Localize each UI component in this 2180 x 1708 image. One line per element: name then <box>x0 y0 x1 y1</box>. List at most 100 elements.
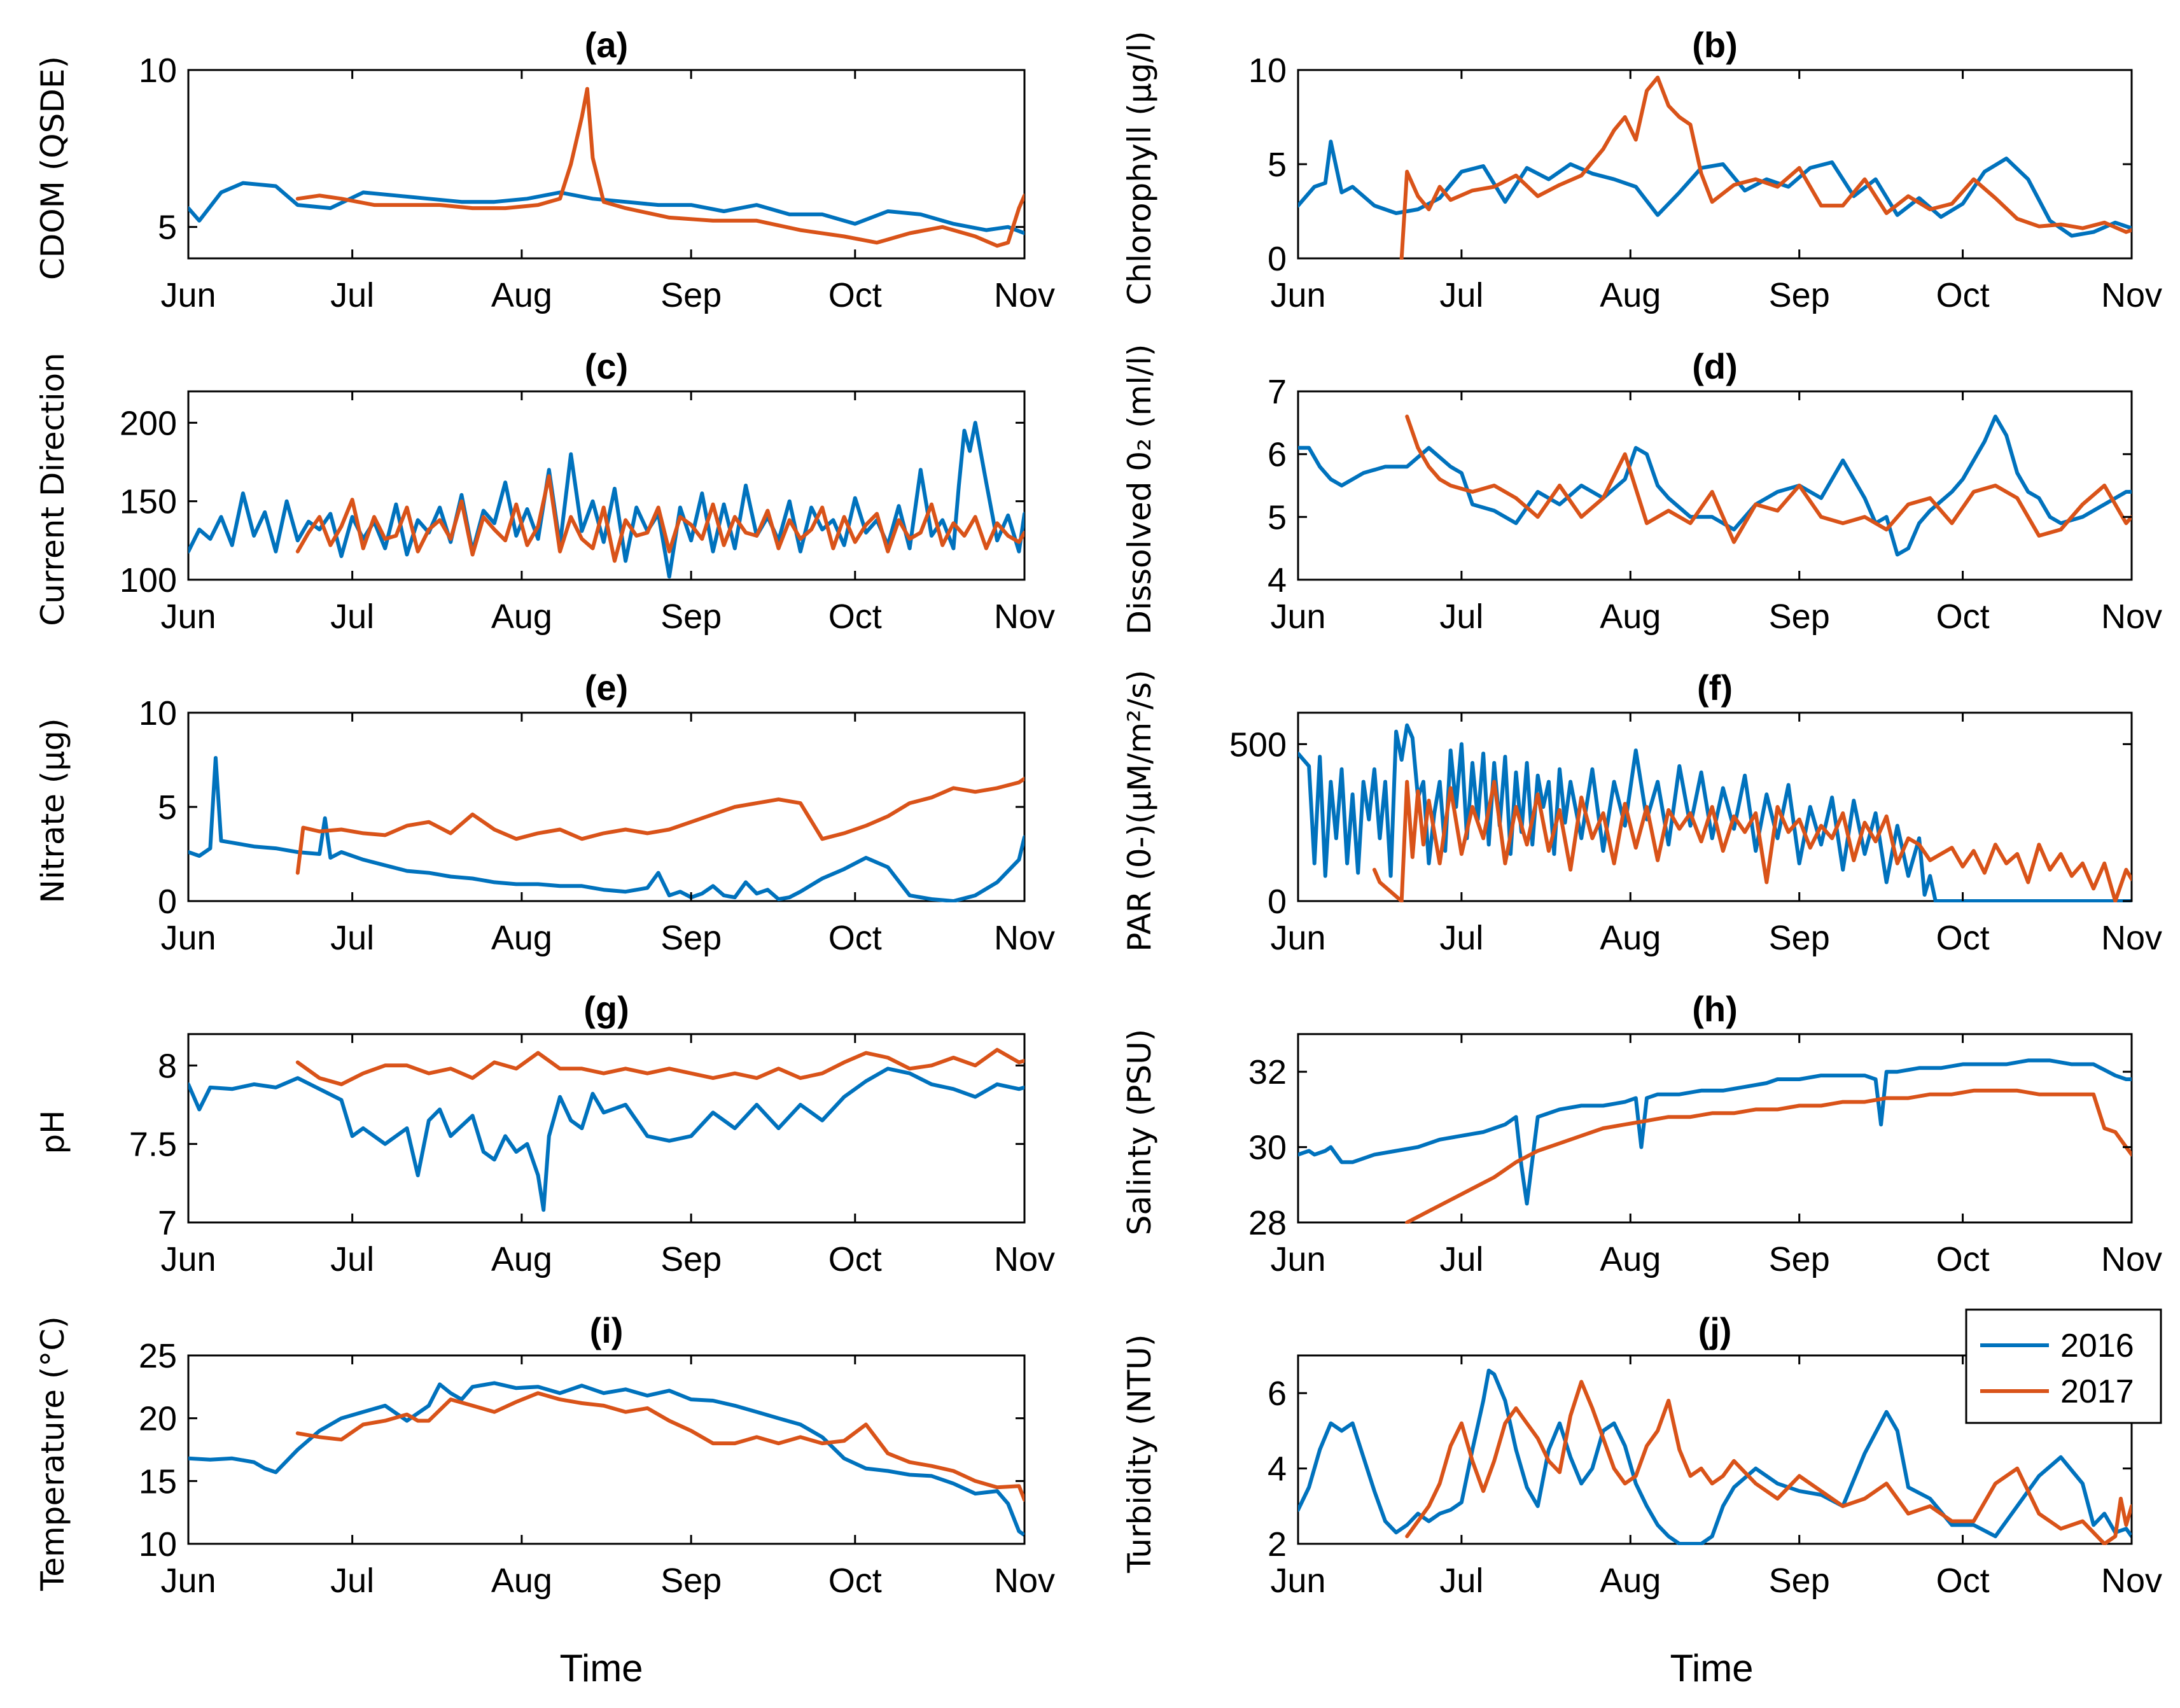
panel-f-series-2017 <box>1372 780 2132 902</box>
panel-d-axes-frame <box>1297 390 2133 581</box>
panel-f-series-2016 <box>1298 723 2132 902</box>
panel-j-xtick-label: Jul <box>1439 1562 1483 1600</box>
panel-h-xtick-label: Nov <box>2101 1240 2162 1278</box>
panel-c-ytick-label: 100 <box>120 561 177 599</box>
panel-a: 5 10 Jun Jul Aug Sep Oct Nov (a) CDOM (QSDE) <box>34 25 1055 314</box>
panel-g-ytick-label: 7.5 <box>129 1126 177 1164</box>
panel-f-xtick-label: Nov <box>2101 919 2162 957</box>
panel-j-title: (j) <box>1698 1310 1732 1350</box>
panel-d-ytick-label: 6 <box>1268 436 1287 474</box>
panel-c-xtick-label: Jun <box>160 598 216 636</box>
panel-c-xtick-label: Aug <box>491 598 552 636</box>
panel-i-xtick-label: Aug <box>491 1562 552 1600</box>
panel-f-xtick-label: Sep <box>1769 919 1830 957</box>
panel-h-xtick-label: Jul <box>1439 1240 1483 1278</box>
panel-h-xtick-label: Sep <box>1769 1240 1830 1278</box>
panel-e-ylabel: Nitrate (µg) <box>34 718 71 904</box>
panel-c-xtick-label: Nov <box>994 598 1055 636</box>
panel-a-axes-frame <box>187 69 1026 260</box>
panel-c-title: (c) <box>585 346 628 386</box>
panel-d-ytick-label: 4 <box>1268 561 1287 599</box>
panel-a-ytick-label: 5 <box>158 209 177 247</box>
panel-i-xtick-label: Sep <box>660 1562 722 1600</box>
panel-d-xtick-label: Jul <box>1439 598 1483 636</box>
panel-b-xtick-label: Jun <box>1270 276 1325 314</box>
panel-f-xtick-label: Jul <box>1439 919 1483 957</box>
panel-j-ytick-label: 6 <box>1268 1375 1287 1413</box>
panel-f-title: (f) <box>1697 668 1733 708</box>
panel-e-xtick-label: Jun <box>160 919 216 957</box>
panel-e-xtick-label: Sep <box>660 919 722 957</box>
panel-a-ylabel: CDOM (QSDE) <box>34 56 71 280</box>
panel-e-xtick-label: Oct <box>828 919 882 957</box>
panel-b-ylabel: Chlorophyll (µg/l) <box>1121 31 1158 305</box>
panel-b-ytick-label: 5 <box>1268 146 1287 184</box>
panel-i-xtick-label: Jul <box>330 1562 374 1600</box>
panel-a-series-2017 <box>295 87 1024 248</box>
panel-c: 100 150 200 Jun Jul Aug Sep Oct Nov (c) Current Di… <box>34 346 1055 636</box>
panel-a-series-2016 <box>188 181 1024 235</box>
panel-g-axes-frame <box>187 1033 1026 1224</box>
panel-h-xtick-label: Oct <box>1936 1240 1990 1278</box>
panel-e-series-2016 <box>188 756 1024 902</box>
panel-h-series-2017 <box>1405 1088 2132 1224</box>
panel-g-xtick-label: Jul <box>330 1240 374 1278</box>
panel-h-ytick-label: 28 <box>1248 1204 1287 1242</box>
panel-i-xtick-label: Oct <box>828 1562 882 1600</box>
panel-b-title: (b) <box>1692 25 1738 65</box>
panel-a-xtick-label: Jun <box>160 276 216 314</box>
panel-g-series-2016 <box>188 1067 1024 1212</box>
panel-g-ylabel: pH <box>34 1110 71 1154</box>
panel-c-xtick-label: Jul <box>330 598 374 636</box>
panel-a-xtick-label: Oct <box>828 276 882 314</box>
panel-i-title: (i) <box>590 1310 624 1350</box>
panel-b-series-2016 <box>1298 139 2132 238</box>
panel-g-title: (g) <box>583 989 629 1029</box>
panel-e-ytick-label: 0 <box>158 883 177 921</box>
panel-i-ytick-label: 15 <box>139 1462 177 1501</box>
panel-b-xtick-label: Aug <box>1600 276 1661 314</box>
panel-e: 0 5 10 Jun Jul Aug Sep Oct Nov (e) Nitrate (µg) <box>34 668 1055 957</box>
panel-g: 7 7.5 8 Jun Jul Aug Sep Oct Nov (g) pH <box>34 989 1055 1278</box>
panel-h-xtick-label: Jun <box>1270 1240 1325 1278</box>
panel-b-series-2017 <box>1399 75 2132 260</box>
panel-i-xtick-label: Jun <box>160 1562 216 1600</box>
panel-g-ytick-label: 7 <box>158 1204 177 1242</box>
panel-j-ylabel: Turbidity (NTU) <box>1121 1334 1158 1573</box>
panel-c-axes-frame <box>187 390 1026 581</box>
panel-c-xtick-label: Sep <box>660 598 722 636</box>
panel-g-xtick-label: Aug <box>491 1240 552 1278</box>
panel-j-xtick-label: Sep <box>1769 1562 1830 1600</box>
panel-a-xtick-label: Jul <box>330 276 374 314</box>
panel-d-ytick-label: 7 <box>1268 373 1287 411</box>
panel-d-xtick-label: Sep <box>1769 598 1830 636</box>
panel-e-xtick-label: Aug <box>491 919 552 957</box>
panel-d-ytick-label: 5 <box>1268 498 1287 536</box>
panel-h: 28 30 32 Jun Jul Aug Sep Oct Nov (h) Salinty (PSU) <box>1121 989 2162 1278</box>
x-axis-label-left: Time <box>559 1647 643 1690</box>
panel-b-xtick-label: Sep <box>1769 276 1830 314</box>
panel-a-title: (a) <box>585 25 628 65</box>
panel-b: 0 5 10 Jun Jul Aug Sep Oct Nov (b) Chlorophyll (µg… <box>1121 25 2162 314</box>
panel-b-ytick-label: 0 <box>1268 240 1287 278</box>
panel-j-ytick-label: 2 <box>1268 1525 1287 1564</box>
panel-i-ylabel: Temperature (°C) <box>34 1316 71 1592</box>
panel-d-xtick-label: Aug <box>1600 598 1661 636</box>
panel-i-series-2016 <box>188 1381 1024 1537</box>
panel-f-axes-frame <box>1297 711 2133 902</box>
panel-f-ylabel: PAR (0-)(µM/m²/s) <box>1121 669 1158 951</box>
panel-c-series-2017 <box>295 474 1024 563</box>
panel-g-xtick-label: Sep <box>660 1240 722 1278</box>
panel-d-xtick-label: Oct <box>1936 598 1990 636</box>
panel-g-xtick-label: Nov <box>994 1240 1055 1278</box>
panel-f: 0 500 Jun Jul Aug Sep Oct Nov (f) PAR (0-)(µM/m²/… <box>1121 668 2162 957</box>
panel-a-ytick-label: 10 <box>139 52 177 90</box>
panel-h-xtick-label: Aug <box>1600 1240 1661 1278</box>
panel-i-ytick-label: 10 <box>139 1525 177 1564</box>
panel-d-ylabel: Dissolved 0₂ (ml/l) <box>1121 344 1158 634</box>
panel-d-xtick-label: Jun <box>1270 598 1325 636</box>
panel-g-series-2017 <box>295 1047 1024 1086</box>
panel-i-xtick-label: Nov <box>994 1562 1055 1600</box>
panel-e-ytick-label: 10 <box>139 694 177 732</box>
